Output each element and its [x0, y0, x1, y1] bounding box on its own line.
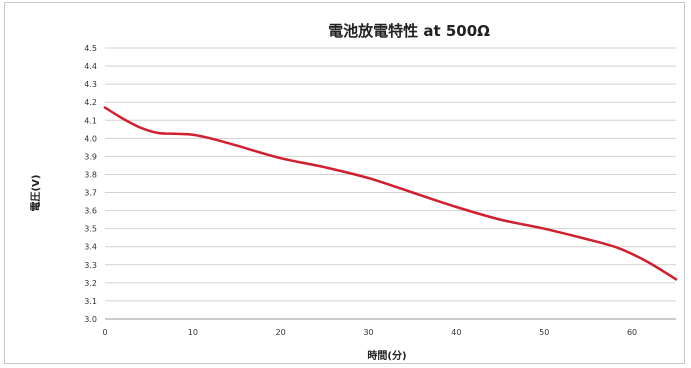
y-tick-label: 4.2 [84, 98, 97, 107]
y-tick-labels: 3.0 3.1 3.2 3.3 3.4 3.5 3.6 3.7 3.8 3.9 4.0 4.1 4.2 4… [84, 44, 97, 324]
series-line [103, 106, 678, 281]
x-tick-label: 20 [276, 328, 286, 337]
y-tick-label: 3.4 [84, 243, 97, 252]
y-tick-label: 4.5 [84, 44, 97, 53]
x-axis-title: 時間(分) [367, 349, 406, 362]
x-tick-label: 50 [539, 328, 549, 337]
y-tick-label: 3.3 [84, 261, 97, 270]
y-tick-label: 3.1 [84, 297, 97, 306]
x-tick-label: 10 [188, 328, 198, 337]
chart-title: 電池放電特性 at 500Ω [328, 22, 490, 40]
x-tick-label: 60 [627, 328, 637, 337]
gridlines [105, 47, 676, 320]
chart-svg: 電池放電特性 at 500Ω 3.03.13.23.33.43.53.63.73… [30, 22, 678, 362]
y-tick-label: 3.0 [84, 315, 97, 324]
y-tick-label: 3.9 [84, 152, 97, 161]
y-tick-label: 4.3 [84, 80, 97, 89]
x-tick-label: 40 [451, 328, 461, 337]
x-tick-labels: 0 10 20 30 40 50 60 [102, 328, 637, 337]
y-tick-label: 3.2 [84, 279, 97, 288]
y-tick-label: 4.1 [84, 116, 97, 125]
x-tick-label: 0 [102, 328, 107, 337]
y-tick-label: 3.5 [84, 225, 97, 234]
chart-frame: 電池放電特性 at 500Ω 3.0 3.1 3.2 3.3 3.4 3.5 3.6 3.7 3… [4, 2, 685, 364]
y-axis-title: 電圧(V) [30, 175, 42, 212]
y-tick-label: 3.7 [84, 189, 97, 198]
y-tick-label: 3.6 [84, 207, 97, 216]
x-tick-label: 30 [363, 328, 373, 337]
y-tick-label: 3.8 [84, 170, 97, 179]
y-tick-label: 4.4 [84, 62, 97, 71]
y-tick-label: 4.0 [84, 134, 97, 143]
